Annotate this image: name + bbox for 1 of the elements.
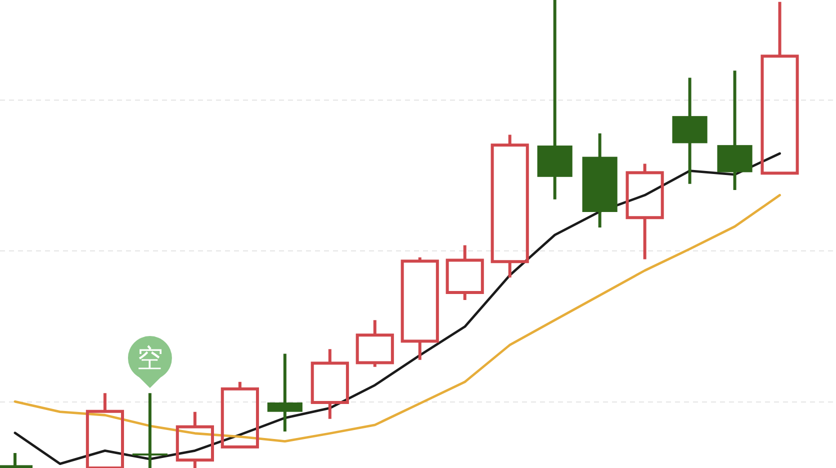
series-label: 空: [136, 344, 163, 374]
